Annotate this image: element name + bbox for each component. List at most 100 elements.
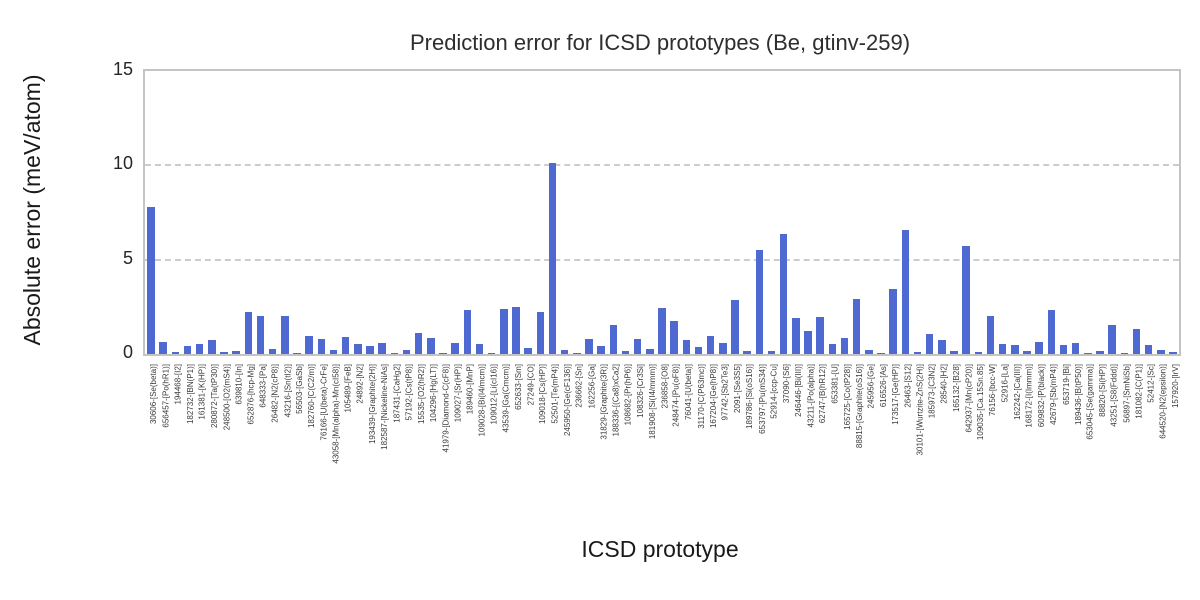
bar xyxy=(573,353,581,354)
x-tick-label: 167204-[Ge(hP8)] xyxy=(708,364,718,429)
x-tick-label: 43216-[Sn(tI2)] xyxy=(282,364,292,418)
x-tick-label: 52914-[ccp-Cu] xyxy=(769,364,779,419)
bar xyxy=(1071,342,1080,354)
x-tick-label: 31829-[Graphite(3R)] xyxy=(599,364,609,440)
x-tick-label: 27249-[CO] xyxy=(526,364,536,406)
x-tick-label: 246446-[Bi(III)] xyxy=(793,364,803,417)
bar xyxy=(487,353,496,354)
bar xyxy=(974,352,983,354)
x-tick-label: 43251-[S8(Fddd)] xyxy=(1110,364,1120,427)
bar xyxy=(329,350,338,354)
x-tick-label: 189436-[B(tP50)] xyxy=(1073,364,1083,425)
x-tick-label: 248474-[Pu(oF8)] xyxy=(672,364,682,427)
x-tick-label: 181908-[Si(I4/mmm)] xyxy=(647,364,657,440)
y-tick-label: 0 xyxy=(122,342,133,362)
x-tick-label: 52916-[La] xyxy=(1000,364,1010,403)
bar xyxy=(950,351,958,354)
bar xyxy=(633,339,642,354)
x-tick-label: 653797-[Pu(mS34)] xyxy=(757,364,767,434)
x-tick-label: 173517-[Ge(HP)] xyxy=(891,364,901,425)
bar xyxy=(998,343,1007,354)
bar xyxy=(463,310,472,354)
x-tick-label: 280872-[Ta(tP30)] xyxy=(209,364,219,429)
x-tick-label: 653045-[Se(gamma)] xyxy=(1085,364,1095,440)
x-tick-label: 182587-[Nickeline-NiAs] xyxy=(380,364,390,450)
bar xyxy=(317,339,326,354)
bar xyxy=(244,311,253,354)
bar xyxy=(865,350,873,354)
x-tick-label: 88815-[Graphite(oS16)] xyxy=(854,364,864,449)
chart-title: Prediction error for ICSD prototypes (Be… xyxy=(409,30,911,55)
x-tick-label: 105489-[FeB] xyxy=(343,364,353,413)
x-tick-label: 168172-[I(Immm)] xyxy=(1024,364,1034,428)
bar xyxy=(901,230,910,354)
bar xyxy=(597,346,605,354)
bar xyxy=(1047,310,1056,354)
bar xyxy=(183,346,192,354)
x-tick-label: 76166-[U(beta)-CrFe] xyxy=(319,364,329,441)
x-tick-label: 189460-[MnP] xyxy=(465,364,475,415)
bar xyxy=(354,344,362,354)
x-tick-label: 644520-[N2(epsilon)] xyxy=(1158,364,1168,439)
x-tick-label: 76156-[bcc-W] xyxy=(988,364,998,417)
bar xyxy=(852,299,861,354)
bar xyxy=(925,334,934,354)
x-tick-label: 181082-[C(P1)] xyxy=(1134,364,1144,419)
bar xyxy=(293,353,301,354)
x-tick-label: 109035-[Ca.15Sn.85] xyxy=(976,364,986,441)
x-axis-label: ICSD prototype xyxy=(581,536,739,562)
x-tick-label: 189786-[Si(oS16)] xyxy=(745,364,755,429)
x-tick-label: 616526-[As] xyxy=(878,364,888,408)
bar xyxy=(232,350,240,354)
x-tick-label: 43058-[Mn(alpha)-Mn(cI58)] xyxy=(331,364,341,464)
bar xyxy=(1132,329,1141,354)
x-tick-label: 157920-[IrV] xyxy=(1170,364,1180,409)
bar xyxy=(755,250,764,354)
bar xyxy=(512,306,520,354)
bar xyxy=(159,342,167,354)
x-tick-label: 182732-[BN(P1)] xyxy=(185,364,195,425)
bar xyxy=(621,351,630,354)
x-tick-label: 182760-[C(C2/m)] xyxy=(307,364,317,429)
bar xyxy=(171,351,180,354)
x-tick-label: 37090-[S6] xyxy=(781,364,791,404)
x-tick-label: 52501-[Te(mP4)] xyxy=(550,364,560,424)
x-tick-label: 245956-[Ge] xyxy=(866,364,876,409)
bar xyxy=(731,300,739,354)
bar xyxy=(658,307,666,354)
bar xyxy=(427,338,435,354)
bar xyxy=(1035,342,1043,354)
bar xyxy=(268,349,277,354)
bar xyxy=(889,288,897,354)
x-tick-label: 639810-[In] xyxy=(234,364,244,405)
x-tick-label: 109018-[Cs(HP)] xyxy=(538,364,548,425)
x-tick-label: 187431-[CaHg2] xyxy=(392,364,402,423)
x-tick-label: 41979-[Diamond-C(cF8)] xyxy=(441,364,451,453)
x-tick-label: 97742-[Sb2Te3] xyxy=(720,364,730,421)
x-tick-label: 162242-[Ca(III)] xyxy=(1012,364,1022,421)
x-tick-label: 15535-[O2(hR2)] xyxy=(416,364,426,425)
bar xyxy=(585,339,593,354)
bar xyxy=(220,351,228,354)
y-tick-label: 10 xyxy=(112,153,133,174)
x-tick-label: 31170-[C(P63mc)] xyxy=(696,364,706,429)
gridline-10 xyxy=(145,164,1179,167)
bar xyxy=(670,321,678,354)
bar xyxy=(536,312,545,354)
bar xyxy=(816,317,824,354)
x-tick-label: 62747-[B(hR12)] xyxy=(818,364,828,424)
bar xyxy=(840,338,849,354)
bar xyxy=(500,309,508,354)
bar xyxy=(743,351,751,354)
x-tick-label: 30606-[Se(beta)] xyxy=(149,364,159,425)
x-tick-label: 56897-[SmNiSb] xyxy=(1122,364,1132,423)
bar xyxy=(828,344,837,354)
bar xyxy=(1096,351,1104,354)
x-tick-label: 653719-[Bi] xyxy=(1061,364,1071,405)
x-tick-label: 161381-[K(HP)] xyxy=(197,364,207,420)
bar xyxy=(1108,324,1116,354)
bar xyxy=(646,349,654,354)
bar xyxy=(913,352,922,354)
x-tick-label: 108682-[Pr(hP6)] xyxy=(623,364,633,426)
x-tick-label: 245950-[Ge(cF136)] xyxy=(562,364,572,437)
